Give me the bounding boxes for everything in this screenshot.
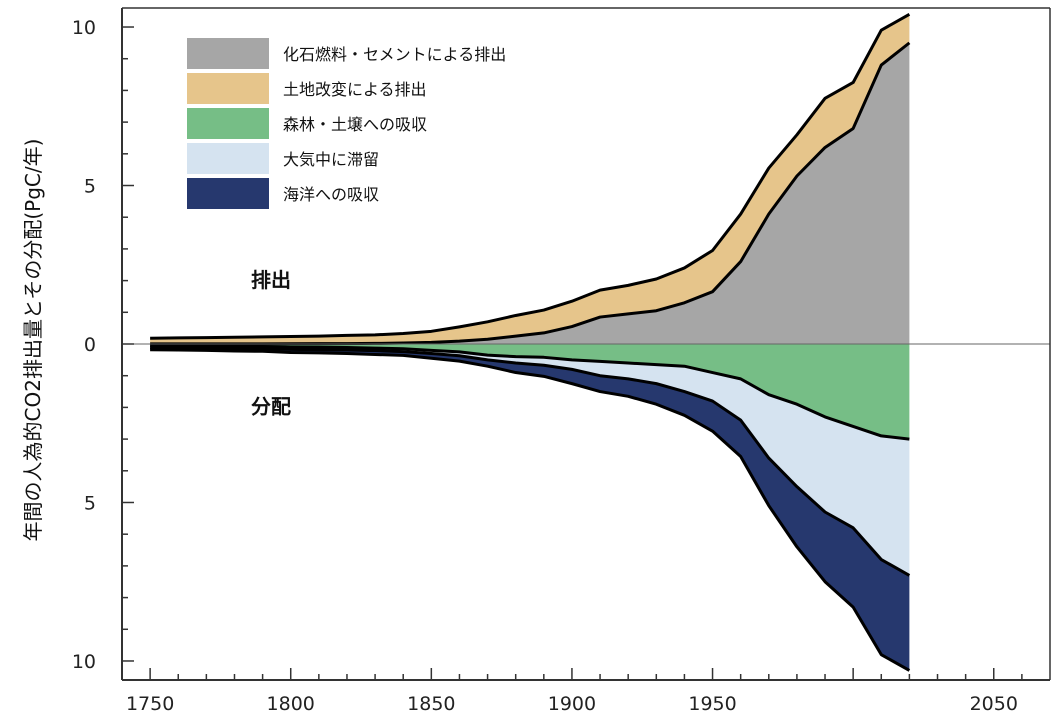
y-tick-label: 10: [72, 17, 96, 39]
legend-label: 化石燃料・セメントによる排出: [283, 45, 506, 64]
legend-swatch: [187, 143, 269, 174]
legend-label: 森林・土壌への吸収: [283, 115, 427, 134]
sink-boundary-line-3: [150, 348, 911, 672]
sink-area-1: [150, 344, 910, 440]
y-tick-label: 10: [72, 651, 96, 673]
legend-swatch: [187, 73, 269, 104]
legend-label: 海洋への吸収: [283, 185, 379, 204]
x-tick-label: 1750: [126, 693, 174, 715]
annotation-label: 排出: [251, 268, 291, 292]
annotation-label: 分配: [251, 395, 291, 419]
x-tick-label: 1900: [548, 693, 596, 715]
x-tick-label: 1800: [267, 693, 315, 715]
legend-swatch: [187, 108, 269, 139]
legend-label: 土地改変による排出: [283, 80, 427, 99]
legend: 化石燃料・セメントによる排出土地改変による排出森林・土壌への吸収大気中に滞留海洋…: [187, 38, 506, 209]
y-axis-label: 年間の人為的CO2排出量とその分配(PgC/年): [21, 139, 45, 542]
sink-area-2: [150, 345, 910, 576]
lines-layer: [150, 13, 911, 672]
emission-boundary-line-2: [150, 13, 911, 340]
emission-area-1: [150, 42, 910, 345]
x-tick-label: 1950: [688, 693, 736, 715]
emission-area-2: [150, 14, 910, 344]
legend-swatch: [187, 38, 269, 69]
y-tick-label: 5: [84, 492, 96, 514]
sink-boundary-line-2: [150, 345, 911, 577]
sink-area-3: [150, 347, 910, 671]
x-tick-label: 2050: [970, 693, 1018, 715]
areas-layer: [150, 14, 910, 671]
legend-label: 大気中に滞留: [283, 150, 379, 169]
y-tick-label: 0: [84, 334, 96, 356]
y-tick-label: 5: [84, 176, 96, 198]
ticks-layer: 1750 1800 1850 1900 1950 2050 10 5 0 5 10: [72, 17, 1023, 715]
sink-boundary-line-1: [150, 344, 910, 441]
legend-swatch: [187, 178, 269, 209]
x-tick-label: 1850: [407, 693, 455, 715]
